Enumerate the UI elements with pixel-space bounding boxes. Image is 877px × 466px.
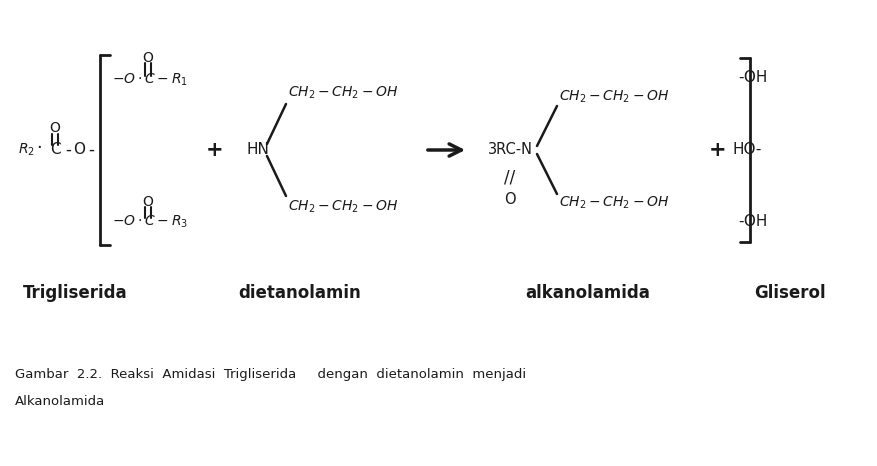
Text: -OH: -OH — [738, 70, 766, 85]
Text: Alkanolamida: Alkanolamida — [15, 395, 105, 408]
Text: $CH_2-CH_2-OH$: $CH_2-CH_2-OH$ — [288, 85, 398, 101]
Text: -OH: -OH — [738, 214, 766, 229]
Text: $CH_2-CH_2-OH$: $CH_2-CH_2-OH$ — [559, 195, 668, 211]
Text: O: O — [142, 195, 153, 209]
Text: HO-: HO- — [732, 143, 761, 158]
Text: -: - — [65, 141, 71, 159]
Text: O: O — [73, 143, 85, 158]
Text: C: C — [50, 143, 61, 158]
Text: $-O\cdot C-R_3$: $-O\cdot C-R_3$ — [112, 214, 188, 230]
Text: -: - — [88, 141, 94, 159]
Text: alkanolamida: alkanolamida — [525, 284, 650, 302]
Text: 3RC-N: 3RC-N — [488, 143, 532, 158]
Text: $-O\cdot C-R_1$: $-O\cdot C-R_1$ — [112, 72, 188, 88]
Text: HN: HN — [246, 143, 269, 158]
Text: Trigliserida: Trigliserida — [23, 284, 127, 302]
Text: $R_2$: $R_2$ — [18, 142, 35, 158]
Text: $CH_2-CH_2-OH$: $CH_2-CH_2-OH$ — [288, 199, 398, 215]
Text: dietanolamin: dietanolamin — [239, 284, 361, 302]
Text: O: O — [503, 192, 515, 207]
Text: $CH_2-CH_2-OH$: $CH_2-CH_2-OH$ — [559, 89, 668, 105]
Text: +: + — [206, 140, 224, 160]
Text: //: // — [503, 169, 515, 187]
Text: Gliserol: Gliserol — [753, 284, 825, 302]
Text: +: + — [709, 140, 726, 160]
Text: ·: · — [36, 139, 42, 157]
Text: Gambar  2.2.  Reaksi  Amidasi  Trigliserida     dengan  dietanolamin  menjadi: Gambar 2.2. Reaksi Amidasi Trigliserida … — [15, 368, 525, 381]
Text: O: O — [142, 51, 153, 65]
Text: O: O — [49, 121, 61, 135]
